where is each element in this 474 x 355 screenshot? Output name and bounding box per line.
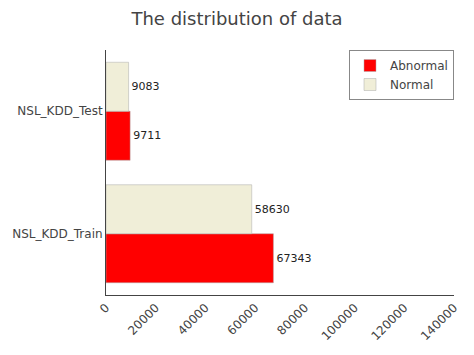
svg-text:67343: 67343 (276, 252, 311, 265)
svg-text:58630: 58630 (255, 203, 290, 216)
svg-text:120000: 120000 (368, 301, 410, 343)
svg-text:0: 0 (97, 301, 112, 316)
svg-text:9083: 9083 (132, 80, 160, 93)
svg-text:100000: 100000 (319, 301, 361, 343)
svg-text:NSL_KDD_Test: NSL_KDD_Test (17, 104, 103, 118)
svg-text:The distribution of data: The distribution of data (130, 8, 342, 29)
svg-text:Normal: Normal (390, 78, 433, 92)
svg-text:80000: 80000 (274, 301, 311, 338)
svg-text:NSL_KDD_Train: NSL_KDD_Train (12, 227, 102, 241)
svg-text:Abnormal: Abnormal (390, 59, 448, 73)
svg-text:60000: 60000 (225, 301, 262, 338)
svg-text:9711: 9711 (133, 129, 161, 142)
svg-text:20000: 20000 (125, 301, 162, 338)
svg-text:140000: 140000 (418, 301, 460, 343)
svg-text:40000: 40000 (175, 301, 212, 338)
